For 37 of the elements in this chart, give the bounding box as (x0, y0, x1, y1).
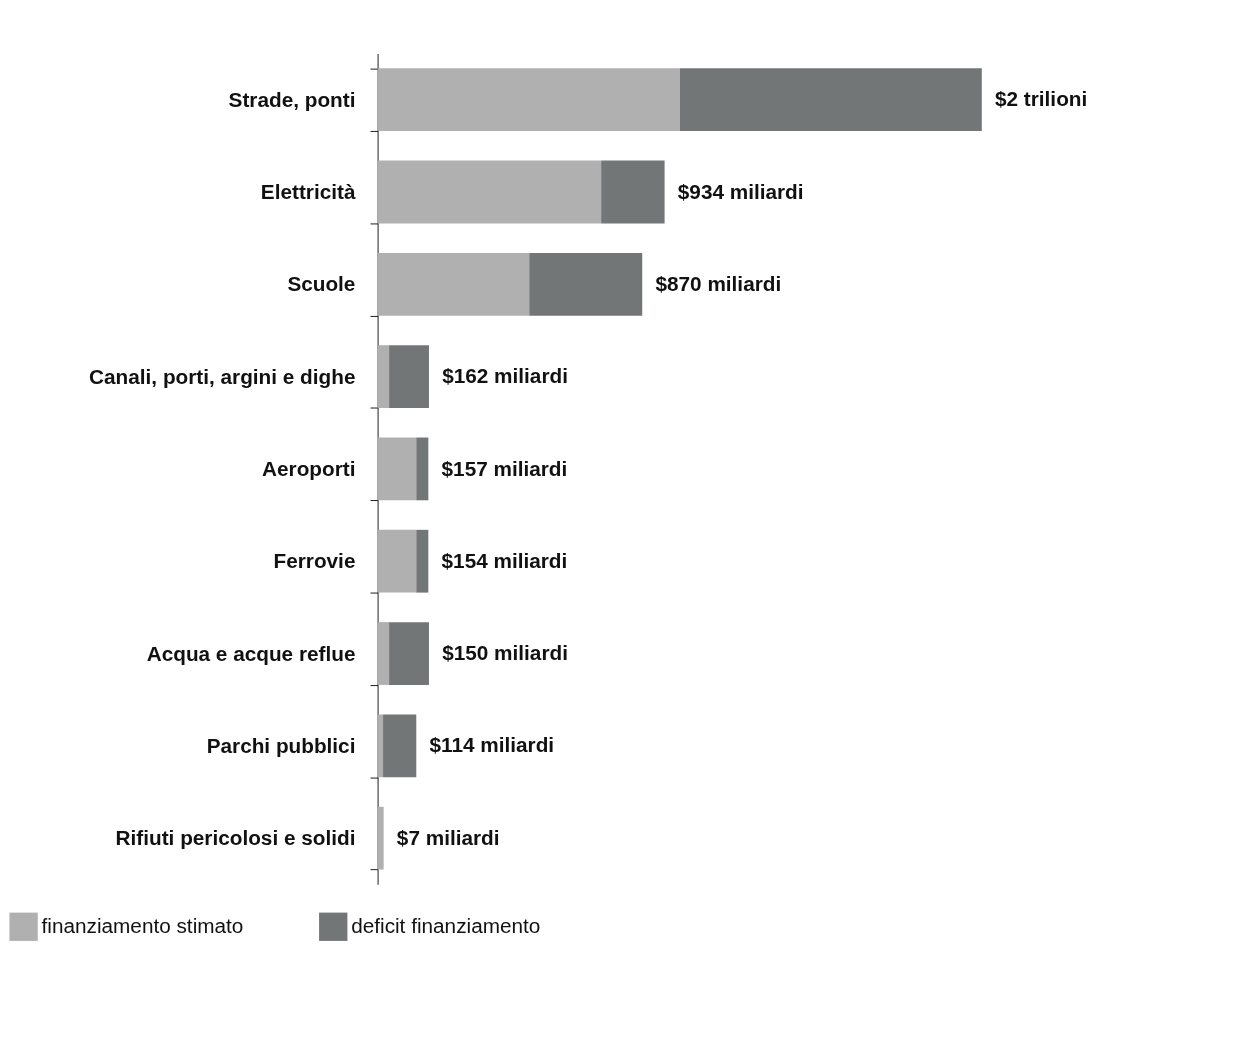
y-tick-label: Elettricità (260, 180, 356, 204)
bar (389, 345, 429, 408)
bar (529, 252, 643, 316)
bar (377, 714, 384, 778)
legend-label: finanziamento stimato (41, 914, 244, 938)
bar (377, 160, 602, 224)
bar (377, 68, 680, 132)
bar (377, 806, 384, 870)
bar (377, 345, 390, 408)
annotation: $154 miliardi (441, 548, 568, 572)
y-tick-label: Canali, porti, argini e dighe (89, 364, 356, 388)
y-tick-label: Rifiuti pericolosi e solidi (115, 826, 356, 850)
y-tick-label: Strade, ponti (228, 87, 356, 111)
annotation: $157 miliardi (441, 456, 568, 480)
y-tick-label: Ferrovie (273, 549, 356, 573)
annotation: $7 miliardi (396, 825, 500, 849)
y-tick-label: Acqua e acque reflue (146, 641, 356, 665)
bar (416, 437, 429, 501)
legend-label: deficit finanziamento (351, 914, 541, 938)
bar (383, 714, 417, 778)
annotation: $162 miliardi (442, 364, 568, 388)
y-tick-label: Scuole (287, 272, 356, 296)
bar (377, 437, 417, 501)
annotation: $150 miliardi (442, 641, 568, 665)
annotation: $114 miliardi (429, 733, 555, 757)
bar (389, 622, 429, 685)
annotation: $870 miliardi (655, 271, 782, 295)
bar (601, 160, 665, 224)
annotation: $934 miliardi (677, 179, 804, 203)
y-tick-label: Parchi pubblici (206, 733, 356, 757)
bar (377, 622, 390, 685)
annotation: $2 trilioni (995, 87, 1088, 111)
bar (377, 529, 417, 593)
bar (416, 529, 429, 593)
bar (377, 252, 530, 316)
y-tick-label: Aeroporti (262, 456, 356, 480)
bar (679, 68, 982, 132)
